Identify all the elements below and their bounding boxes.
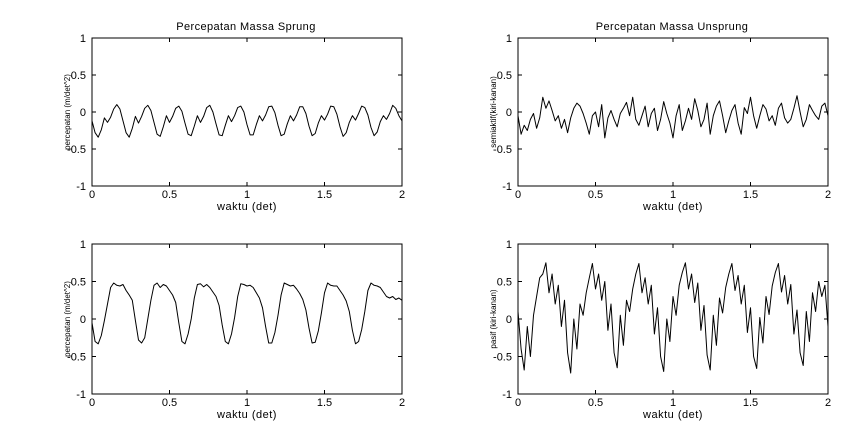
y-tick-label: 1: [80, 239, 86, 251]
series-line: [517, 95, 829, 139]
y-tick-label: -1: [76, 181, 86, 193]
chart-title: Percepatan Massa Sprung: [176, 21, 315, 33]
x-ticks: 0 0.5 1 1.5 2: [515, 189, 831, 201]
y-axis-label: percepatan (m/det^2): [63, 281, 72, 357]
plot-frame: [517, 37, 829, 187]
chart-top-left: Percepatan Massa Sprung -1 -0.5 0 0.5 1 …: [63, 21, 405, 213]
y-ticks: -1 -0.5 0 0.5 1: [493, 33, 512, 193]
x-tick-label: 0.5: [588, 397, 603, 409]
x-tick-label: 2: [399, 397, 405, 409]
x-axis-label: waktu (det): [216, 409, 277, 421]
x-ticks: 0 0.5 1 1.5 2: [89, 189, 405, 201]
x-tick-label: 0.5: [588, 189, 603, 201]
x-tick-label: 1.5: [317, 189, 332, 201]
x-axis-label: waktu (det): [216, 201, 277, 213]
y-axis-label: semiaktif(kiri-kanan): [489, 76, 498, 148]
y-tick-label: -1: [502, 389, 512, 401]
x-tick-label: 0: [515, 397, 521, 409]
chart-title: Percepatan Massa Unsprung: [596, 21, 748, 33]
x-tick-label: 1.5: [317, 397, 332, 409]
y-tick-label: 0: [80, 107, 86, 119]
x-tick-label: 0: [89, 189, 95, 201]
plot-frame: [91, 37, 403, 187]
x-axis-label: waktu (det): [642, 409, 703, 421]
series-line: [91, 104, 403, 138]
y-tick-label: -1: [76, 389, 86, 401]
y-ticks: -1 -0.5 0 0.5 1: [493, 239, 512, 401]
chart-bottom-left: -1 -0.5 0 0.5 1 0 0.5 1 1.5 2 waktu (det…: [63, 239, 405, 421]
x-tick-label: 1.5: [743, 189, 758, 201]
x-tick-label: 0: [89, 397, 95, 409]
series-container: [91, 243, 403, 395]
y-tick-label: -0.5: [67, 352, 86, 364]
x-axis-label: waktu (det): [642, 201, 703, 213]
series-container: [517, 243, 829, 395]
y-tick-label: -0.5: [67, 144, 86, 156]
series-line: [517, 262, 829, 374]
x-tick-label: 2: [825, 189, 831, 201]
y-axis-label: pasif (kiri-kanan): [489, 289, 498, 348]
y-tick-label: 1: [506, 239, 512, 251]
chart-bottom-right: -1 -0.5 0 0.5 1 0 0.5 1 1.5 2 waktu (det…: [489, 239, 831, 421]
y-tick-label: 0: [506, 314, 512, 326]
series-line: [91, 282, 403, 345]
y-tick-label: -0.5: [493, 144, 512, 156]
x-tick-label: 1: [244, 397, 250, 409]
y-tick-label: 0.5: [497, 70, 512, 82]
y-tick-label: 1: [506, 33, 512, 45]
x-tick-label: 2: [399, 189, 405, 201]
y-axis-label: percepatan (m/det^2): [63, 74, 72, 150]
y-ticks: -1 -0.5 0 0.5 1: [67, 33, 86, 193]
y-tick-label: 1: [80, 33, 86, 45]
x-ticks: 0 0.5 1 1.5 2: [515, 397, 831, 409]
x-tick-label: 0.5: [162, 397, 177, 409]
y-ticks: -1 -0.5 0 0.5 1: [67, 239, 86, 401]
x-tick-label: 0: [515, 189, 521, 201]
plot-frame: [517, 243, 829, 395]
x-tick-label: 0.5: [162, 189, 177, 201]
x-tick-label: 1.5: [743, 397, 758, 409]
y-tick-label: 0.5: [71, 277, 86, 289]
x-tick-label: 1: [244, 189, 250, 201]
x-tick-label: 2: [825, 397, 831, 409]
y-tick-label: 0: [80, 314, 86, 326]
chart-top-right: Percepatan Massa Unsprung -1 -0.5 0 0.5 …: [489, 21, 831, 213]
y-tick-label: -1: [502, 181, 512, 193]
series-container: [91, 37, 403, 187]
y-tick-label: 0.5: [497, 277, 512, 289]
plot-frame: [91, 243, 403, 395]
series-container: [517, 37, 829, 187]
y-tick-label: 0: [506, 107, 512, 119]
y-tick-label: -0.5: [493, 352, 512, 364]
x-ticks: 0 0.5 1 1.5 2: [89, 397, 405, 409]
y-tick-label: 0.5: [71, 70, 86, 82]
x-tick-label: 1: [670, 189, 676, 201]
x-tick-label: 1: [670, 397, 676, 409]
